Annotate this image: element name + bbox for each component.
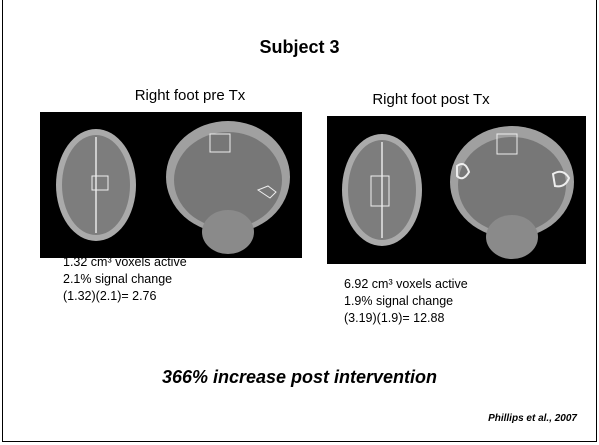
slide-title: Subject 3 (259, 37, 340, 57)
panel-label: Right foot post Tx (372, 91, 490, 108)
stat-line: 2.1% signal change (63, 272, 173, 286)
stat-line: 1.9% signal change (344, 294, 454, 308)
stat-line: 1.32 cm³ voxels active (63, 255, 187, 269)
stat-line: 6.92 cm³ voxels active (344, 277, 468, 291)
conclusion: 366% increase post intervention (161, 367, 438, 387)
stat-line: (1.32)(2.1)= 2.76 (63, 289, 157, 303)
panel-stats: 1.32 cm³ voxels active 2.1% signal chang… (63, 254, 187, 305)
stat-line: (3.19)(1.9)= 12.88 (344, 311, 445, 325)
panel-label: Right foot pre Tx (134, 87, 246, 104)
panel-stats: 6.92 cm³ voxels active 1.9% signal chang… (344, 276, 468, 327)
citation: Phillips et al., 2007 (488, 413, 577, 424)
brain-images-pre (40, 112, 302, 258)
brain-images-post (327, 116, 586, 264)
